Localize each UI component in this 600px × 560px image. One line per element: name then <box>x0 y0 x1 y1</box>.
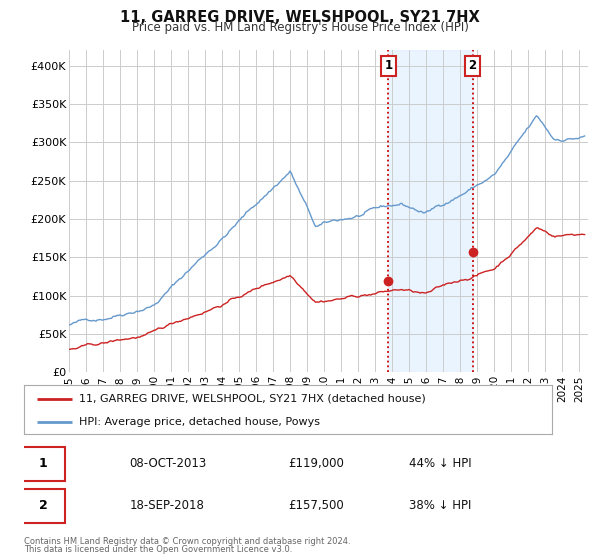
Text: 18-SEP-2018: 18-SEP-2018 <box>130 499 205 512</box>
Text: HPI: Average price, detached house, Powys: HPI: Average price, detached house, Powy… <box>79 417 320 427</box>
Text: £119,000: £119,000 <box>288 457 344 470</box>
Text: 44% ↓ HPI: 44% ↓ HPI <box>409 457 472 470</box>
Text: 11, GARREG DRIVE, WELSHPOOL, SY21 7HX: 11, GARREG DRIVE, WELSHPOOL, SY21 7HX <box>120 10 480 25</box>
Text: This data is licensed under the Open Government Licence v3.0.: This data is licensed under the Open Gov… <box>24 545 292 554</box>
FancyBboxPatch shape <box>22 489 65 522</box>
Bar <box>388 50 473 372</box>
Text: 11, GARREG DRIVE, WELSHPOOL, SY21 7HX (detached house): 11, GARREG DRIVE, WELSHPOOL, SY21 7HX (d… <box>79 394 426 404</box>
Text: 08-OCT-2013: 08-OCT-2013 <box>130 457 207 470</box>
Text: Contains HM Land Registry data © Crown copyright and database right 2024.: Contains HM Land Registry data © Crown c… <box>24 537 350 546</box>
FancyBboxPatch shape <box>22 447 65 480</box>
Text: Price paid vs. HM Land Registry's House Price Index (HPI): Price paid vs. HM Land Registry's House … <box>131 21 469 34</box>
Text: 38% ↓ HPI: 38% ↓ HPI <box>409 499 472 512</box>
Text: 1: 1 <box>385 59 392 72</box>
Text: 2: 2 <box>469 59 476 72</box>
Text: 1: 1 <box>38 457 47 470</box>
Text: £157,500: £157,500 <box>288 499 344 512</box>
Text: 2: 2 <box>38 499 47 512</box>
